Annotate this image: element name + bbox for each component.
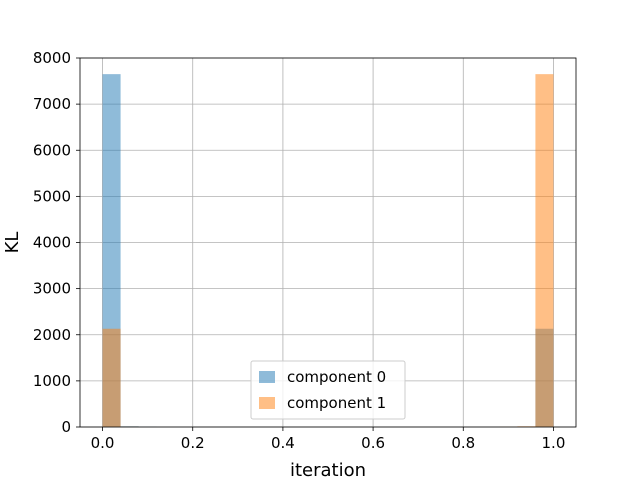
y-tick-label: 5000 (33, 187, 71, 205)
legend-swatch (259, 397, 275, 409)
histogram-bar-component-1 (102, 328, 121, 427)
y-tick-label: 2000 (33, 326, 71, 344)
x-axis-label: iteration (290, 460, 366, 480)
y-tick-label: 0 (61, 418, 71, 436)
y-tick-label: 7000 (33, 95, 71, 113)
x-axis-ticks: 0.0 0.2 0.4 0.6 0.8 1.0 (91, 427, 566, 452)
legend: component 0 component 1 (250, 360, 406, 420)
y-axis-label: KL (2, 232, 23, 254)
legend-swatch (259, 371, 275, 383)
y-axis-ticks: 0 1000 2000 3000 4000 5000 6000 7000 8000 (33, 49, 80, 436)
bars (102, 74, 554, 428)
histogram-bar-component-1 (535, 74, 554, 428)
x-tick-label: 0.6 (361, 434, 385, 452)
y-tick-label: 6000 (33, 141, 71, 159)
y-tick-label: 3000 (33, 280, 71, 298)
x-tick-label: 0.0 (91, 434, 115, 452)
x-tick-label: 1.0 (542, 434, 566, 452)
legend-label: component 0 (287, 368, 386, 386)
legend-box (250, 360, 406, 420)
x-tick-label: 0.2 (181, 434, 205, 452)
y-tick-label: 1000 (33, 372, 71, 390)
x-tick-label: 0.4 (271, 434, 295, 452)
x-tick-label: 0.8 (451, 434, 475, 452)
legend-label: component 1 (287, 394, 386, 412)
y-tick-label: 8000 (33, 49, 71, 67)
y-tick-label: 4000 (33, 234, 71, 252)
